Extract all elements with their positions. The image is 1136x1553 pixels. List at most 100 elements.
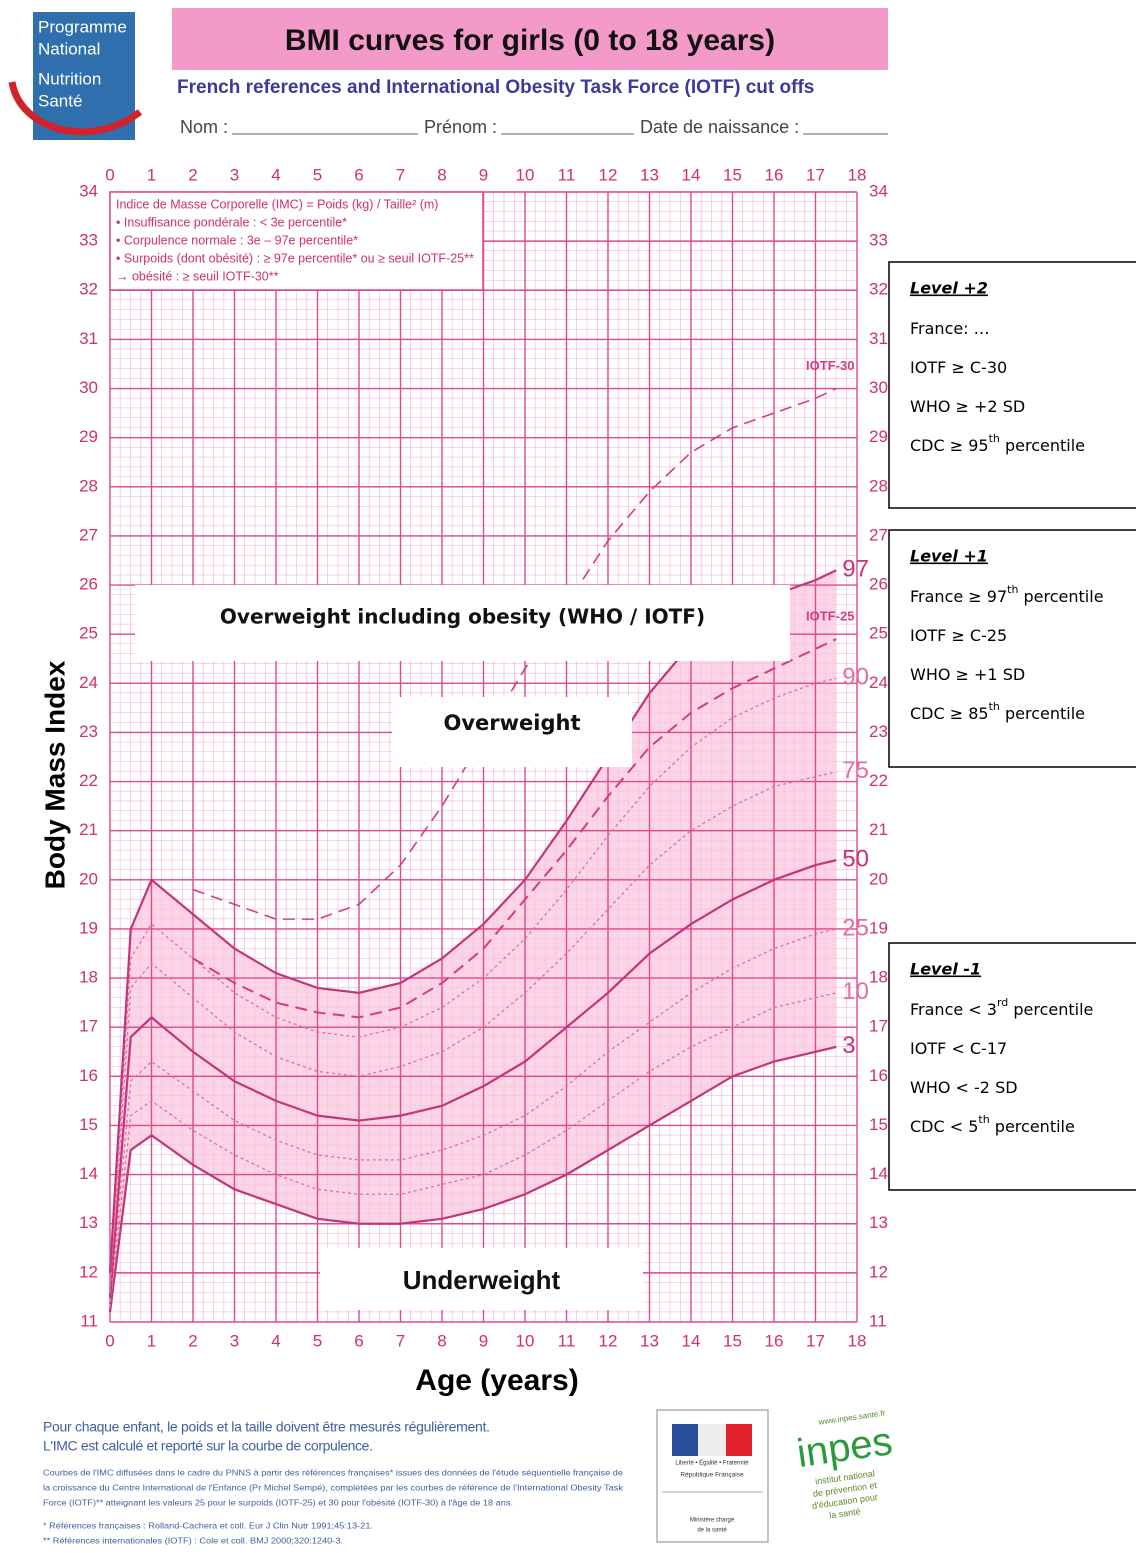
- footer-line: L'IMC est calculé et reporté sur la cour…: [43, 1438, 373, 1454]
- form-field-label: Nom :: [180, 117, 228, 137]
- logo-line: Nutrition: [38, 69, 101, 88]
- x-tick-label-top: 13: [640, 165, 659, 184]
- x-tick-label: 4: [271, 1331, 280, 1350]
- y-tick-label-right: 11: [869, 1311, 887, 1330]
- y-tick-label: 16: [79, 1066, 98, 1085]
- series-label: 75: [842, 757, 869, 784]
- legend-note-box: [109, 191, 484, 291]
- side-box-line: CDC ≥ 95th percentile: [910, 432, 1085, 455]
- series-label: 90: [842, 664, 869, 691]
- text-part: CDC ≥ 85: [910, 704, 989, 723]
- y-tick-label-right: 25: [869, 624, 888, 643]
- flag-white: [698, 1424, 726, 1456]
- text-part: WHO < -2 SD: [910, 1078, 1018, 1097]
- text-part: CDC ≥ 95: [910, 436, 989, 455]
- footer-note: ** Références internationales (IOTF) : C…: [43, 1535, 343, 1545]
- series-label: IOTF-25: [806, 609, 854, 624]
- title-bar: [172, 8, 888, 70]
- flag-blue: [672, 1424, 698, 1456]
- footer-note: * Références françaises : Rolland-Cacher…: [43, 1520, 373, 1530]
- side-box-title: Level +2: [910, 279, 988, 298]
- x-tick-label: 5: [313, 1331, 322, 1350]
- side-box-line: CDC ≥ 85th percentile: [910, 700, 1085, 723]
- annotation: Overweight: [443, 711, 580, 735]
- y-tick-label-right: 15: [869, 1115, 888, 1134]
- y-tick-label: 18: [79, 968, 98, 987]
- series-label: 25: [842, 914, 869, 941]
- side-box-line: France ≥ 97th percentile: [910, 583, 1104, 606]
- y-tick-label: 17: [79, 1017, 98, 1036]
- x-tick-label: 6: [354, 1331, 363, 1350]
- x-tick-label-top: 4: [271, 165, 280, 184]
- text-part: France ≥ 97: [910, 587, 1007, 606]
- y-tick-label-right: 21: [869, 820, 888, 839]
- side-box-line: IOTF ≥ C-25: [910, 626, 1007, 645]
- side-box-line: WHO ≥ +2 SD: [910, 397, 1025, 416]
- series-line: [109, 928, 837, 1303]
- legend-note-line: Indice de Masse Corporelle (IMC) = Poids…: [116, 197, 438, 211]
- x-tick-label: 10: [516, 1331, 535, 1350]
- series-label: 97: [842, 556, 869, 583]
- republic-logo-frame: [656, 1409, 769, 1543]
- y-tick-label-right: 29: [869, 427, 888, 446]
- y-tick-label-right: 18: [869, 968, 888, 987]
- x-tick-label-top: 9: [479, 165, 488, 184]
- y-tick-label-right: 27: [869, 525, 888, 544]
- text-part: percentile: [1018, 587, 1103, 606]
- x-tick-label-top: 11: [558, 165, 576, 184]
- superscript: th: [989, 432, 1000, 445]
- footer-note: Force (IOTF)** atteignant les valeurs 25…: [43, 1497, 513, 1507]
- x-tick-label: 7: [396, 1331, 405, 1350]
- y-tick-label-right: 23: [869, 722, 888, 741]
- y-tick-label: 19: [79, 918, 98, 937]
- x-tick-label-top: 15: [723, 165, 742, 184]
- y-tick-label: 21: [79, 820, 98, 839]
- x-tick-label: 8: [437, 1331, 446, 1350]
- y-tick-label: 34: [79, 181, 98, 200]
- x-tick-label: 9: [479, 1331, 488, 1350]
- x-tick-label-top: 6: [354, 165, 363, 184]
- flag-red: [726, 1424, 752, 1456]
- side-box-title: Level -1: [910, 960, 981, 979]
- series-label: 3: [842, 1032, 855, 1059]
- y-tick-label: 15: [79, 1115, 98, 1134]
- series-line: [192, 387, 837, 920]
- side-box-frame: [888, 261, 1136, 509]
- footer-note: Courbes de l'IMC diffusées dans le cadre…: [43, 1467, 623, 1477]
- y-tick-label-right: 22: [869, 771, 888, 790]
- y-tick-label: 23: [79, 722, 98, 741]
- y-tick-label: 27: [79, 525, 98, 544]
- x-tick-label-top: 3: [230, 165, 239, 184]
- logo-text: Programme National Nutrition Santé: [38, 17, 127, 110]
- y-tick-label: 13: [79, 1213, 98, 1232]
- legend-note-line: • Corpulence normale : 3e – 97e percenti…: [116, 233, 358, 247]
- annotation-box: [320, 1248, 643, 1310]
- series-label: 10: [842, 978, 869, 1005]
- text-part: percentile: [1008, 1000, 1093, 1019]
- x-tick-label-top: 16: [765, 165, 784, 184]
- y-axis-label: Body Mass Index: [39, 660, 70, 889]
- y-tick-label-right: 12: [869, 1262, 888, 1281]
- x-tick-label: 2: [188, 1331, 197, 1350]
- legend-note-line: • Surpoids (dont obésité) : ≥ 97e percen…: [116, 251, 474, 265]
- legend-note-line: → obésité : ≥ seuil IOTF-30**: [116, 269, 279, 283]
- y-tick-label: 26: [79, 575, 98, 594]
- superscript: th: [978, 1113, 989, 1126]
- text-part: percentile: [1000, 436, 1085, 455]
- footer-line: Pour chaque enfant, le poids et la taill…: [43, 1419, 490, 1435]
- y-tick-label-right: 34: [869, 181, 888, 200]
- x-tick-label-top: 2: [188, 165, 197, 184]
- x-tick-label-top: 8: [437, 165, 446, 184]
- side-box-line: IOTF ≥ C-30: [910, 358, 1007, 377]
- republic-text: Ministère chargé: [690, 1518, 735, 1524]
- superscript: th: [1007, 583, 1018, 596]
- y-tick-label-right: 32: [869, 280, 888, 299]
- side-box-line: France: …: [910, 319, 990, 338]
- text-part: percentile: [1000, 704, 1085, 723]
- x-tick-label: 17: [806, 1331, 825, 1350]
- x-tick-label-top: 17: [806, 165, 825, 184]
- x-tick-label: 11: [558, 1331, 576, 1350]
- inpes-text: inpes: [794, 1419, 895, 1476]
- x-tick-label-top: 12: [599, 165, 618, 184]
- y-tick-label: 29: [79, 427, 98, 446]
